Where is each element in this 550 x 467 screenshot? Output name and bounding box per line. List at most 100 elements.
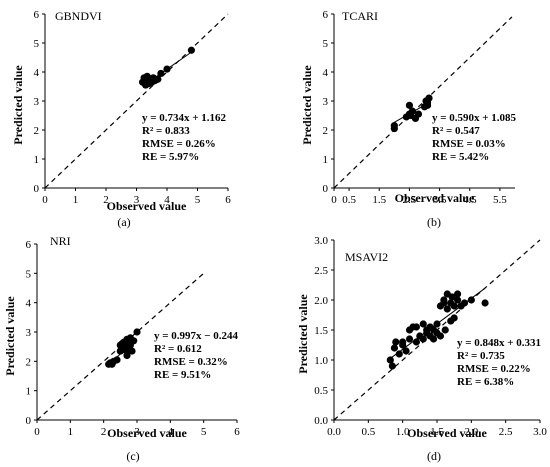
data-point	[419, 335, 427, 343]
x-tick-label: 1.0	[396, 426, 410, 438]
data-point	[436, 332, 445, 340]
y-tick-label: 3	[323, 96, 329, 108]
y-tick-label: 2	[323, 125, 329, 137]
x-axis-label: Observed value	[395, 191, 475, 205]
data-point	[454, 296, 462, 304]
data-point	[429, 335, 438, 343]
data-point	[392, 338, 400, 346]
stat-line: RE = 5.42%	[432, 151, 489, 163]
data-point	[157, 69, 165, 78]
data-point	[440, 296, 448, 304]
y-tick-label: 1	[26, 386, 32, 398]
panel-caption: (a)	[117, 215, 130, 229]
x-tick-label: 2.5	[499, 426, 513, 438]
data-point	[123, 351, 131, 360]
y-tick-label: 3	[26, 327, 32, 339]
x-tick-label: 3.5	[433, 194, 447, 206]
y-tick-label: 2	[26, 356, 32, 368]
x-tick-label: 5.5	[493, 194, 507, 206]
panel-label: TCARI	[342, 9, 378, 23]
x-tick-label: 2.0	[464, 426, 478, 438]
panel-caption: (b)	[427, 215, 441, 229]
x-axis-label: Observed value	[107, 199, 187, 213]
y-tick-label: 1	[323, 154, 329, 166]
data-point	[390, 122, 398, 130]
y-tick-label: 0	[323, 183, 329, 195]
data-point	[460, 299, 469, 307]
x-tick-label: 0	[331, 194, 337, 206]
y-tick-label: 2	[34, 125, 40, 137]
x-tick-label: 4	[164, 194, 170, 206]
data-point	[388, 362, 396, 370]
y-axis-label: Predicted value	[296, 294, 310, 374]
y-tick-label: 5	[323, 38, 329, 50]
data-point	[405, 101, 414, 109]
data-point	[448, 293, 456, 301]
panel-caption: (d)	[427, 449, 441, 463]
x-tick-label: 0.0	[327, 426, 341, 438]
x-tick-label: 0	[42, 194, 48, 206]
stat-line: y = 0.590x + 1.085	[432, 112, 517, 124]
x-tick-label: 3	[134, 426, 140, 438]
panel-caption: (c)	[126, 449, 139, 463]
stat-line: RE = 9.51%	[154, 369, 211, 381]
data-point	[133, 328, 141, 336]
stat-line: R² = 0.833	[142, 125, 190, 137]
panel-label: MSAVI2	[345, 250, 388, 264]
data-point	[390, 344, 399, 352]
data-point	[408, 107, 417, 115]
x-tick-label: 0	[34, 426, 40, 438]
data-point	[443, 305, 451, 313]
data-point	[425, 94, 433, 102]
y-tick-label: 1.0	[314, 355, 328, 367]
x-tick-label: 1.5	[430, 426, 444, 438]
data-point	[113, 356, 121, 364]
x-tick-label: 1.5	[372, 194, 386, 206]
data-point	[187, 46, 195, 54]
stat-line: RMSE = 0.26%	[142, 138, 216, 150]
y-tick-label: 4	[34, 67, 40, 79]
y-axis-label: Predicted value	[3, 296, 17, 376]
data-point	[450, 302, 458, 310]
x-tick-label: 0.5	[342, 194, 356, 206]
x-tick-label: 0.5	[361, 426, 375, 438]
x-tick-label: 2	[103, 194, 109, 206]
x-tick-label: 5	[195, 194, 201, 206]
panel-label: GBNDVI	[55, 9, 102, 23]
y-tick-label: 4	[323, 67, 329, 79]
data-point	[128, 347, 136, 355]
stat-line: RMSE = 0.03%	[432, 138, 506, 150]
data-point	[399, 338, 407, 346]
y-tick-label: 5	[26, 268, 32, 280]
stat-line: RE = 6.38%	[457, 376, 514, 388]
data-point	[454, 290, 462, 298]
y-tick-label: 3.0	[314, 235, 328, 247]
data-point	[154, 75, 162, 83]
panel-label: NRI	[50, 234, 71, 248]
data-point	[414, 110, 423, 118]
y-tick-label: 1.5	[314, 325, 328, 337]
y-tick-label: 6	[323, 9, 329, 21]
x-tick-label: 6	[234, 426, 240, 438]
x-tick-label: 4	[168, 426, 174, 438]
y-tick-label: 4	[26, 298, 32, 310]
data-point	[163, 65, 171, 73]
y-axis-label: Predicted value	[300, 65, 314, 145]
data-point	[412, 323, 420, 331]
stat-line: R² = 0.735	[457, 350, 505, 362]
stat-line: y = 0.734x + 1.162	[142, 112, 227, 124]
data-point	[441, 326, 449, 334]
x-tick-label: 4.5	[463, 194, 477, 206]
y-tick-label: 3	[34, 96, 40, 108]
stat-line: y = 0.997x − 0.244	[154, 330, 239, 342]
stat-line: RMSE = 0.22%	[457, 363, 531, 375]
y-tick-label: 1	[34, 154, 40, 166]
y-tick-label: 0.0	[314, 415, 328, 427]
y-tick-label: 5	[34, 38, 40, 50]
data-point	[433, 320, 441, 328]
data-point	[419, 320, 427, 328]
y-tick-label: 2.0	[314, 295, 328, 307]
data-point	[450, 314, 458, 322]
data-point	[402, 347, 410, 355]
